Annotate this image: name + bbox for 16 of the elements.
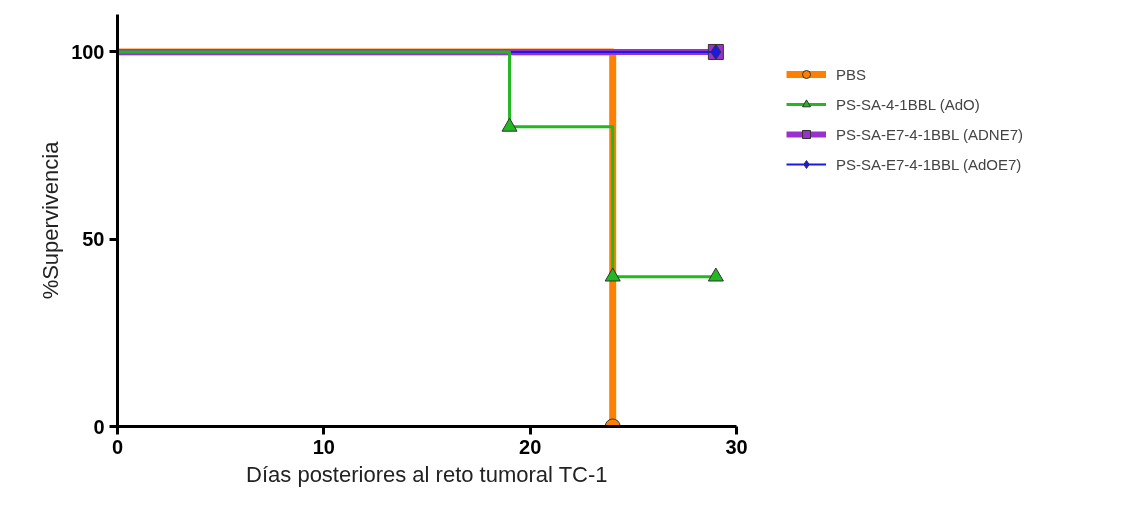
y-tick-label: 50 [82, 228, 105, 251]
legend-label: PS-SA-E7-4-1BBL (AdOE7) [836, 155, 1022, 173]
point [707, 267, 724, 282]
point [501, 117, 518, 132]
x-tick-label: 20 [519, 435, 542, 458]
x-tick-label: 30 [725, 435, 748, 458]
point [604, 267, 621, 282]
x-tick-label: 0 [111, 435, 124, 458]
x-axis-title: Días posteriores al reto tumoral TC-1 [246, 461, 608, 487]
y-axis-title: %Supervivencia [38, 140, 64, 300]
legend-label: PS-SA-E7-4-1BBL (ADNE7) [836, 125, 1024, 143]
legend-label: PS-SA-4-1BBL (AdO) [836, 95, 980, 113]
legend-label: PBS [836, 65, 867, 83]
y-tick-label: 100 [71, 40, 105, 63]
x-tick-label: 10 [312, 435, 335, 458]
y-tick-label: 0 [93, 415, 105, 438]
